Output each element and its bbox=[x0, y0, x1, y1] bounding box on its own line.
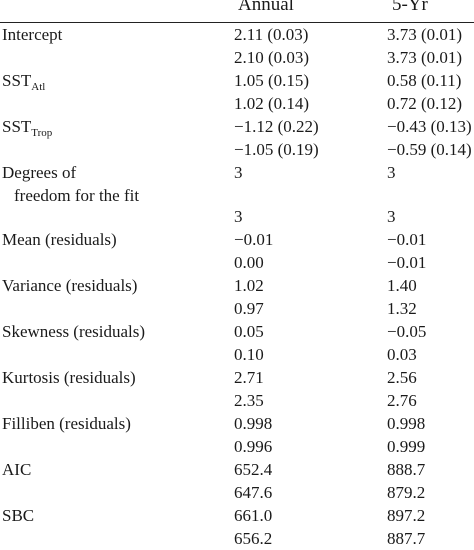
fiveyr-value: 3 bbox=[387, 207, 396, 226]
annual-value: 652.4 bbox=[234, 460, 273, 479]
table-row-aic-alt: 647.6 879.2 bbox=[0, 481, 474, 504]
row-label: AIC bbox=[2, 460, 32, 479]
row-label: Kurtosis (residuals) bbox=[2, 368, 136, 387]
fiveyr-value: 888.7 bbox=[387, 460, 426, 479]
table-row-degrees-of-freedom: Degrees of freedom for the fit 3 3 bbox=[0, 161, 474, 205]
fiveyr-value: −0.43 (0.13) bbox=[387, 117, 472, 136]
fiveyr-value: −0.05 bbox=[387, 322, 427, 341]
fiveyr-value: 3.73 (0.01) bbox=[387, 48, 463, 67]
annual-value: 661.0 bbox=[234, 506, 273, 525]
table-row-intercept-alt: 2.10 (0.03) 3.73 (0.01) bbox=[0, 46, 474, 69]
table-row-sst-atl-alt: 1.02 (0.14) 0.72 (0.12) bbox=[0, 92, 474, 115]
annual-value: 0.00 bbox=[234, 253, 264, 272]
annual-value: 2.11 (0.03) bbox=[234, 25, 309, 44]
annual-value: 0.10 bbox=[234, 345, 264, 364]
table-row-sst-trop-alt: −1.05 (0.19) −0.59 (0.14) bbox=[0, 138, 474, 161]
row-label-main: SST bbox=[2, 117, 32, 136]
table-row-aic: AIC 652.4 888.7 bbox=[0, 458, 474, 481]
annual-value: 3 bbox=[234, 207, 243, 226]
annual-value: −1.12 (0.22) bbox=[234, 117, 319, 136]
row-label-line1: Degrees of bbox=[2, 163, 77, 182]
annual-value: 2.35 bbox=[234, 391, 264, 410]
table-row-skewness: Skewness (residuals) 0.05 −0.05 bbox=[0, 320, 474, 343]
annual-value: 0.998 bbox=[234, 414, 273, 433]
table-row-variance: Variance (residuals) 1.02 1.40 bbox=[0, 274, 474, 297]
table-row-intercept: Intercept 2.11 (0.03) 3.73 (0.01) bbox=[0, 23, 474, 46]
row-label-subscript: Atl bbox=[31, 81, 46, 93]
fiveyr-value: 897.2 bbox=[387, 506, 426, 525]
fiveyr-value: −0.01 bbox=[387, 253, 427, 272]
row-label: Degrees of freedom for the fit bbox=[2, 161, 139, 207]
table-row-sbc: SBC 661.0 897.2 bbox=[0, 504, 474, 527]
column-header-annual: Annual bbox=[238, 0, 294, 15]
fiveyr-value: 3.73 (0.01) bbox=[387, 25, 463, 44]
annual-value: 656.2 bbox=[234, 529, 273, 548]
annual-value: 2.10 (0.03) bbox=[234, 48, 310, 67]
row-label: Mean (residuals) bbox=[2, 230, 117, 249]
table-row-sst-trop: SSTTrop −1.12 (0.22) −0.43 (0.13) bbox=[0, 115, 474, 139]
fiveyr-value: 0.03 bbox=[387, 345, 417, 364]
annual-value: 0.996 bbox=[234, 437, 273, 456]
row-label: SSTTrop bbox=[2, 115, 53, 139]
fiveyr-value: −0.01 bbox=[387, 230, 427, 249]
row-label: Skewness (residuals) bbox=[2, 322, 146, 341]
table-row-filliben-alt: 0.996 0.999 bbox=[0, 435, 474, 458]
table-row-filliben: Filliben (residuals) 0.998 0.998 bbox=[0, 412, 474, 435]
annual-value: 3 bbox=[234, 163, 243, 182]
annual-value: −1.05 (0.19) bbox=[234, 140, 319, 159]
fiveyr-value: 1.40 bbox=[387, 276, 417, 295]
table-row-mean-alt: 0.00 −0.01 bbox=[0, 251, 474, 274]
annual-value: 1.05 (0.15) bbox=[234, 71, 310, 90]
table-row-variance-alt: 0.97 1.32 bbox=[0, 297, 474, 320]
row-label: Intercept bbox=[2, 25, 63, 44]
annual-value: 1.02 bbox=[234, 276, 264, 295]
row-label-line2: freedom for the fit bbox=[14, 186, 140, 205]
fiveyr-value: 879.2 bbox=[387, 483, 426, 502]
table-header: Annual 5-Yr bbox=[0, 0, 474, 23]
fiveyr-value: 0.999 bbox=[387, 437, 426, 456]
table-row-sbc-alt: 656.2 887.7 bbox=[0, 527, 474, 550]
table-row-kurtosis: Kurtosis (residuals) 2.71 2.56 bbox=[0, 366, 474, 389]
fiveyr-value: 2.56 bbox=[387, 368, 417, 387]
annual-value: −0.01 bbox=[234, 230, 274, 249]
table-row-mean: Mean (residuals) −0.01 −0.01 bbox=[0, 228, 474, 251]
fiveyr-value: 1.32 bbox=[387, 299, 417, 318]
fiveyr-value: 3 bbox=[387, 163, 396, 182]
annual-value: 0.97 bbox=[234, 299, 264, 318]
table-row-skewness-alt: 0.10 0.03 bbox=[0, 343, 474, 366]
annual-value: 0.05 bbox=[234, 322, 264, 341]
row-label-subscript: Trop bbox=[31, 127, 53, 139]
annual-value: 1.02 (0.14) bbox=[234, 94, 310, 113]
fiveyr-value: 0.58 (0.11) bbox=[387, 71, 462, 90]
column-header-5yr: 5-Yr bbox=[392, 0, 428, 15]
table-row-kurtosis-alt: 2.35 2.76 bbox=[0, 389, 474, 412]
row-label: Filliben (residuals) bbox=[2, 414, 131, 433]
table-row-sst-atl: SSTAtl 1.05 (0.15) 0.58 (0.11) bbox=[0, 69, 474, 93]
fiveyr-value: 2.76 bbox=[387, 391, 417, 410]
fiveyr-value: 0.72 (0.12) bbox=[387, 94, 463, 113]
row-label: Variance (residuals) bbox=[2, 276, 138, 295]
annual-value: 647.6 bbox=[234, 483, 273, 502]
row-label: SSTAtl bbox=[2, 69, 46, 93]
annual-value: 2.71 bbox=[234, 368, 264, 387]
table-row-degrees-of-freedom-alt: 3 3 bbox=[0, 205, 474, 228]
row-label-main: SST bbox=[2, 71, 32, 90]
fiveyr-value: −0.59 (0.14) bbox=[387, 140, 472, 159]
fiveyr-value: 887.7 bbox=[387, 529, 426, 548]
fiveyr-value: 0.998 bbox=[387, 414, 426, 433]
row-label: SBC bbox=[2, 506, 35, 525]
